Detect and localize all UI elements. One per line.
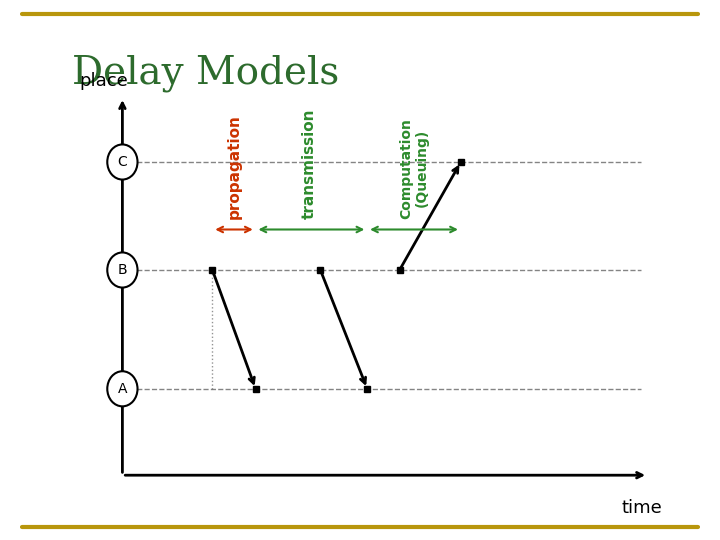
Text: Delay Models: Delay Models <box>72 54 339 91</box>
Text: propagation: propagation <box>227 114 241 219</box>
Ellipse shape <box>107 252 138 287</box>
Text: transmission: transmission <box>302 108 317 219</box>
Text: Computation
(Queuing): Computation (Queuing) <box>399 118 429 219</box>
Text: place: place <box>79 72 128 90</box>
Ellipse shape <box>107 372 138 406</box>
Ellipse shape <box>107 144 138 179</box>
Text: time: time <box>621 498 662 517</box>
Text: C: C <box>117 155 127 169</box>
Text: B: B <box>117 263 127 277</box>
Text: A: A <box>117 382 127 396</box>
